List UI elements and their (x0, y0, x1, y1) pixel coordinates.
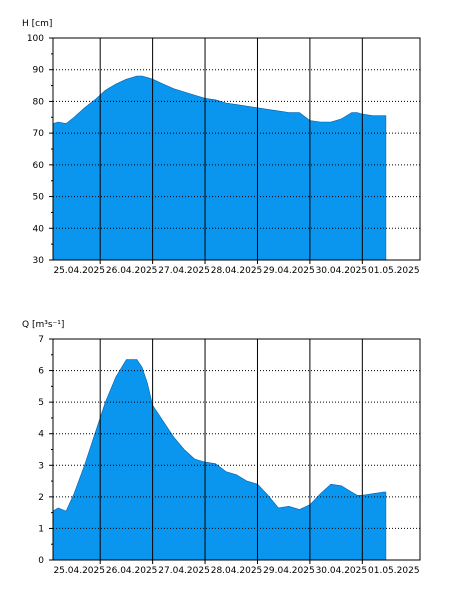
x-tick-label: 26.04.2025 (106, 266, 158, 276)
x-tick-label: 29.04.2025 (263, 566, 315, 576)
y-tick-label: 70 (33, 129, 45, 139)
y-tick-label: 2 (38, 493, 44, 503)
y-tick-label: 6 (38, 367, 44, 377)
y-tick-label: 7 (38, 335, 44, 345)
x-tick-label: 26.04.2025 (106, 566, 158, 576)
x-tick-label: 27.04.2025 (158, 266, 210, 276)
y-axis-label: H [cm] (22, 19, 52, 29)
y-tick-label: 60 (33, 161, 45, 171)
y-tick-label: 4 (38, 430, 44, 440)
x-tick-label: 01.05.2025 (368, 266, 420, 276)
y-tick-label: 50 (33, 193, 45, 203)
x-tick-label: 30.04.2025 (316, 266, 368, 276)
y-tick-label: 40 (33, 224, 45, 234)
x-tick-label: 28.04.2025 (211, 266, 263, 276)
series-area (52, 75, 387, 261)
x-tick-label: 30.04.2025 (316, 566, 368, 576)
y-tick-label: 100 (27, 34, 44, 44)
series-area (52, 359, 387, 561)
x-tick-label: 25.04.2025 (53, 566, 105, 576)
x-tick-label: 29.04.2025 (263, 266, 315, 276)
x-tick-label: 27.04.2025 (158, 566, 210, 576)
y-tick-label: 0 (38, 556, 44, 566)
x-tick-label: 01.05.2025 (368, 566, 420, 576)
y-tick-label: 90 (33, 66, 45, 76)
y-tick-label: 1 (38, 524, 44, 534)
water-level-chart: 30 40 50 60 70 80 90 100 25.04.2025 26.04.2025 27.… (22, 19, 421, 276)
y-tick-label: 30 (33, 256, 45, 266)
discharge-chart: 0 1 2 3 4 5 6 7 25.04.2025 26.04.2025 27.04.2025 28… (22, 320, 421, 576)
y-tick-label: 3 (38, 461, 44, 471)
x-tick-label: 25.04.2025 (53, 266, 105, 276)
y-tick-label: 80 (33, 97, 45, 107)
y-tick-label: 5 (38, 398, 44, 408)
x-tick-label: 28.04.2025 (211, 566, 263, 576)
y-axis-label: Q [m³s⁻¹] (22, 320, 64, 330)
